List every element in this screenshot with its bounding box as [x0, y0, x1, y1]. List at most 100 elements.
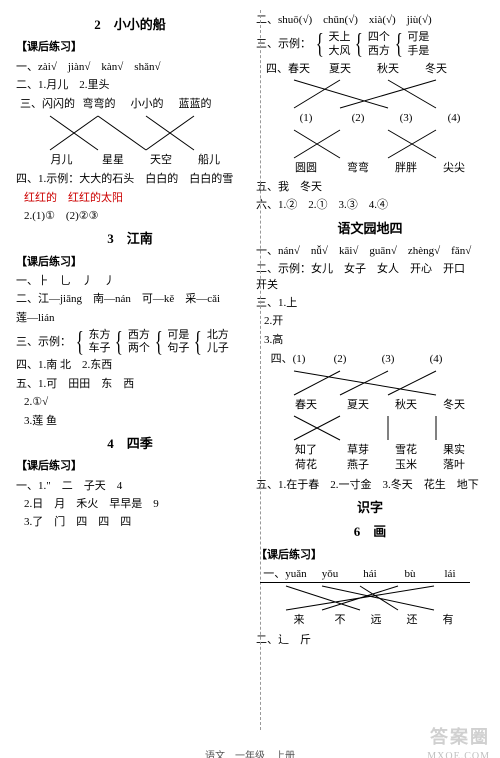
l4-2: 2.日 月 禾火 早早是 9	[24, 497, 244, 512]
l2-1: 一、zài√ jiàn√ kàn√ shǎn√	[16, 60, 244, 75]
r1m2: (3)	[382, 111, 430, 126]
c2b2: 天空	[137, 153, 185, 168]
page-footer: 语文 一年级 上册	[0, 750, 500, 758]
khlx-label-6: 【课后练习】	[256, 548, 484, 563]
yd-3a: 三、1.上	[256, 296, 484, 311]
l3-5: 五、1.可 田田 东 西	[16, 377, 244, 392]
l3-1: 一、⺊ 乚 丿 丿	[16, 274, 244, 289]
r-l5: 五、我 冬天	[256, 180, 484, 195]
r1b1: 弯弯	[334, 161, 382, 176]
row-bot: 月儿 星星 天空 船儿	[20, 153, 244, 168]
yd-bot2: 荷花 燕子 玉米 落叶	[260, 458, 484, 473]
h0: 来	[260, 613, 322, 628]
r1-mid: (1) (2) (3) (4)	[260, 111, 484, 126]
c2t3: 蓝蓝的	[171, 97, 219, 112]
s6-bot: 来 不 远 还 有	[260, 613, 484, 628]
l2-4c: 2.(1)① (2)②③	[24, 209, 244, 224]
b-d1: 北方	[207, 329, 229, 342]
ydb22: 玉米	[382, 458, 430, 473]
h1: 不	[322, 613, 358, 628]
r1b3: 尖尖	[430, 161, 478, 176]
r1t2: 秋天	[364, 62, 412, 77]
r1b0: 圆圆	[260, 161, 334, 176]
rs-3: 可是 手是	[407, 31, 429, 57]
brace-3: {	[155, 330, 163, 355]
ydb21: 燕子	[334, 458, 382, 473]
rb-1: {	[316, 32, 324, 57]
l2-2: 二、1.月儿 2.里头	[16, 78, 244, 93]
watermark: 答案圈	[430, 725, 490, 750]
l4-3: 3.了 门 四 四 四	[24, 515, 244, 530]
l3-5b: 2.①√	[24, 395, 244, 410]
r1t1: 夏天	[316, 62, 364, 77]
c2b0: 月儿	[20, 153, 89, 168]
khlx-label-3: 【课后练习】	[16, 255, 244, 270]
brace-1: {	[76, 330, 84, 355]
h4: 有	[430, 613, 466, 628]
p3: bù	[390, 567, 430, 583]
l4-1: 一、1." 二 子天 4	[16, 479, 244, 494]
left-column: 2 小小的船 【课后练习】 一、zài√ jiàn√ kàn√ shǎn√ 二、…	[10, 10, 250, 730]
stack-2: 西方 两个	[128, 329, 150, 355]
title-lesson-2: 2 小小的船	[16, 16, 244, 34]
khlx-label: 【课后练习】	[16, 40, 244, 55]
ydm1: 夏天	[334, 398, 382, 413]
l3-5c: 3.莲 鱼	[24, 414, 244, 429]
r-top: 二、shuō(√) chūn(√) xià(√) jiù(√)	[256, 13, 484, 28]
r1-top: 四、春天 夏天 秋天 冬天	[260, 62, 484, 77]
r1m1: (2)	[334, 111, 382, 126]
ydb10: 知了	[260, 443, 334, 458]
cross-diagram-r1: 四、春天 夏天 秋天 冬天 (1) (2) (3) (4)	[260, 62, 484, 176]
l2-4a: 四、1.示例：大大的石头 白白的 白白的雪	[16, 172, 244, 187]
rbc1: 可是	[407, 31, 429, 44]
r1-svg	[260, 77, 460, 111]
ydb12: 雪花	[382, 443, 430, 458]
rba2: 大风	[328, 45, 350, 58]
right-column: 二、shuō(√) chūn(√) xià(√) jiù(√) 三、示例： { …	[250, 10, 490, 730]
cross-diagram-yd: 四、(1) (2) (3) (4) 春天 夏天 秋天 冬天	[260, 352, 484, 474]
b-a2: 车子	[88, 342, 110, 355]
khlx-label-4: 【课后练习】	[16, 459, 244, 474]
yd-5: 五、1.在于春 2.一寸金 3.冬天 花生 地下	[256, 478, 484, 493]
r1b2: 胖胖	[382, 161, 430, 176]
s6-svg	[260, 583, 460, 613]
stack-1: 东方 车子	[88, 329, 110, 355]
r1-bot: 圆圆 弯弯 胖胖 尖尖	[260, 161, 484, 176]
l3-2: 二、江—jiāng 南—nán 可—kě 采—cǎi	[16, 292, 244, 307]
ydt2: (3)	[364, 352, 412, 367]
yd-3c: 3.高	[264, 333, 484, 348]
h3: 还	[394, 613, 430, 628]
r-brace: 三、示例： { 天上 大风 { 四个 西方 { 可是 手是	[256, 31, 484, 57]
c2b3: 船儿	[185, 153, 233, 168]
cross-svg-2	[20, 113, 220, 153]
cross-diagram-2: 三、闪闪的 弯弯的 小小的 蓝蓝的 月儿 星星 天空 船儿	[20, 97, 244, 168]
p0: 一、yuǎn	[260, 567, 310, 583]
r1t3: 冬天	[412, 62, 460, 77]
rb-3: {	[395, 32, 403, 57]
rs-2: 四个 西方	[368, 31, 390, 57]
rb-2: {	[355, 32, 363, 57]
brace-2: {	[115, 330, 123, 355]
p4: lái	[430, 567, 470, 583]
b-b2: 两个	[128, 342, 150, 355]
yd-svg2	[260, 413, 460, 443]
yd-1: 一、nán√ nǚ√ kāi√ guān√ zhèng√ fǎn√	[256, 244, 484, 259]
p2: hái	[350, 567, 390, 583]
cross-diagram-6: 一、yuǎn yǒu hái bù lái 来 不 远 还 有	[260, 567, 484, 629]
ydt0: 四、(1)	[260, 352, 316, 367]
b-a1: 东方	[88, 329, 110, 342]
ydt3: (4)	[412, 352, 460, 367]
rbb2: 西方	[368, 45, 390, 58]
ydm2: 秋天	[382, 398, 430, 413]
h2: 远	[358, 613, 394, 628]
title-shizi: 识字	[256, 499, 484, 517]
ydb23: 落叶	[430, 458, 478, 473]
yd-2: 二、示例：女儿 女子 女人 开心 开口 开关	[256, 262, 484, 293]
c2t1: 弯弯的	[75, 97, 123, 112]
title-lesson-4: 4 四季	[16, 435, 244, 453]
stack-4: 北方 儿子	[207, 329, 229, 355]
rs-1: 天上 大风	[328, 31, 350, 57]
l2-4b: 红红的 红红的太阳	[24, 191, 244, 206]
rba1: 天上	[328, 31, 350, 44]
ydm3: 冬天	[430, 398, 478, 413]
